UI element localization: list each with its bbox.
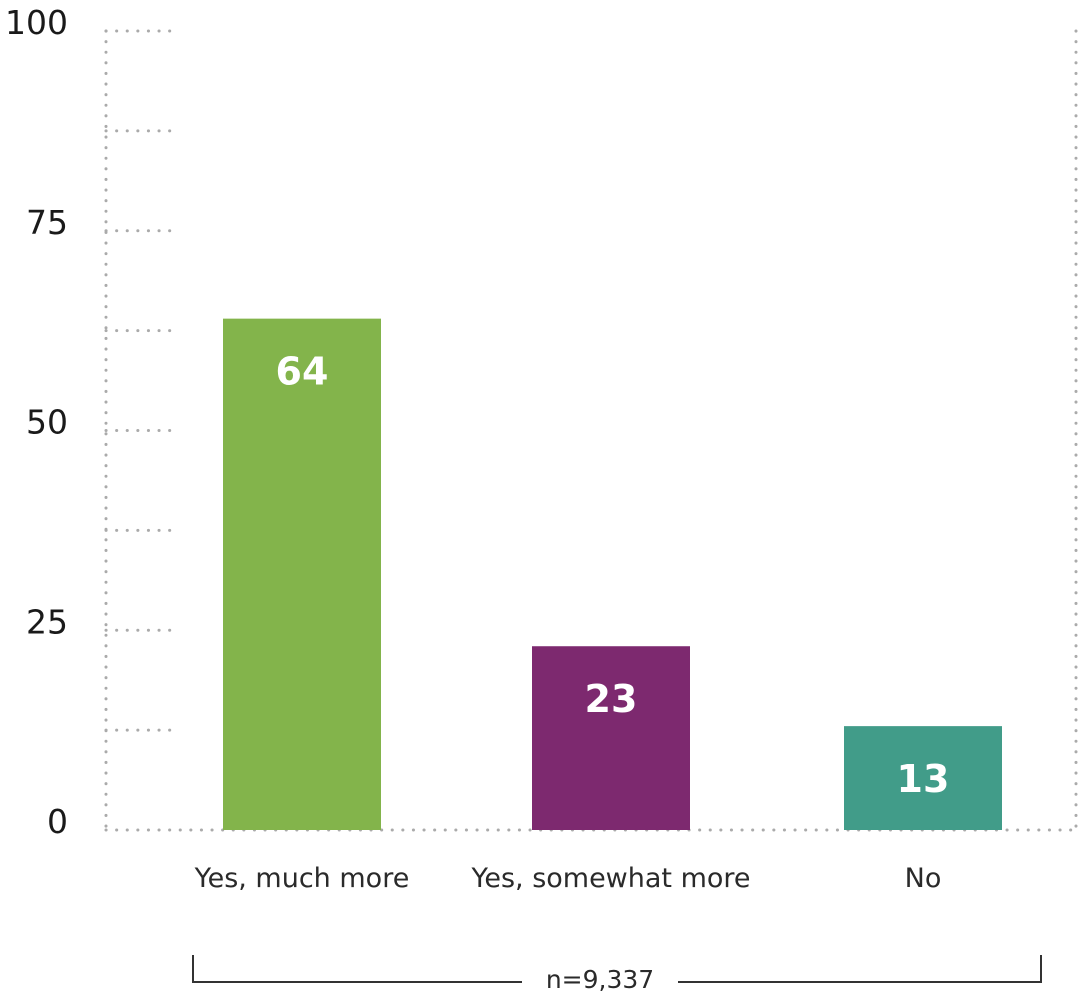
bar-value-label: 64 — [276, 350, 329, 394]
bar — [844, 726, 1002, 830]
category-label: No — [905, 863, 942, 894]
y-tick-label: 100 — [5, 3, 68, 42]
bracket-left-arm — [192, 955, 522, 983]
category-label: Yes, much more — [194, 863, 410, 894]
bar — [223, 318, 381, 830]
grid-layer — [104, 29, 1078, 832]
y-axis-tick-labels: 0 25 50 75 100 — [5, 3, 68, 841]
bars-layer — [223, 318, 1002, 830]
bar — [532, 646, 690, 830]
category-label: Yes, somewhat more — [470, 863, 750, 894]
y-tick-label: 75 — [26, 203, 68, 242]
value-labels-layer: 64 23 13 — [276, 350, 950, 801]
category-labels-layer: Yes, much more Yes, somewhat more No — [194, 863, 942, 894]
bracket-right-arm — [678, 955, 1042, 983]
y-tick-label: 50 — [26, 403, 68, 442]
y-tick-label: 0 — [47, 802, 68, 841]
sample-size-bracket: n=9,337 — [192, 955, 1042, 994]
bar-value-label: 13 — [897, 757, 950, 801]
bar-value-label: 23 — [585, 677, 638, 721]
sample-size-label: n=9,337 — [546, 965, 654, 994]
y-tick-label: 25 — [26, 602, 68, 641]
